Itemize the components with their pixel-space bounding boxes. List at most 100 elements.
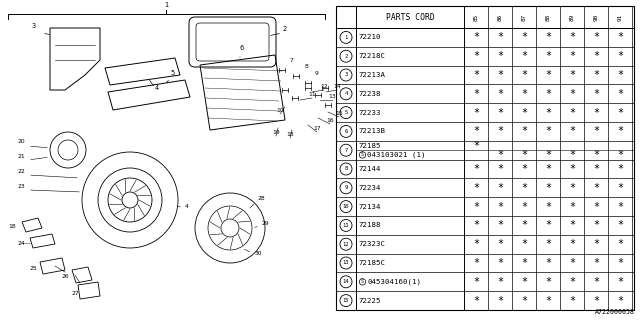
Text: *: * — [473, 164, 479, 174]
Text: 88: 88 — [545, 13, 550, 20]
Text: *: * — [473, 89, 479, 99]
Text: 25: 25 — [30, 266, 38, 271]
Text: 19: 19 — [272, 130, 280, 135]
Text: *: * — [593, 277, 599, 287]
Text: 7: 7 — [344, 148, 348, 153]
Text: *: * — [617, 70, 623, 80]
Text: *: * — [497, 239, 503, 249]
Text: *: * — [569, 51, 575, 61]
Text: 10: 10 — [276, 108, 284, 113]
Text: *: * — [593, 70, 599, 80]
Text: 12: 12 — [343, 242, 349, 247]
Text: *: * — [593, 51, 599, 61]
Text: 72234: 72234 — [359, 185, 381, 191]
Text: 13: 13 — [328, 94, 335, 99]
Text: *: * — [545, 202, 551, 212]
Text: 26: 26 — [62, 274, 70, 279]
Text: 72188: 72188 — [359, 222, 381, 228]
Text: *: * — [521, 164, 527, 174]
Text: *: * — [521, 183, 527, 193]
Text: *: * — [473, 183, 479, 193]
Text: 86: 86 — [497, 13, 502, 20]
Text: 72323C: 72323C — [359, 241, 386, 247]
Text: *: * — [497, 51, 503, 61]
Text: 72185: 72185 — [359, 142, 381, 148]
Text: *: * — [569, 89, 575, 99]
Text: *: * — [569, 296, 575, 306]
Text: *: * — [545, 51, 551, 61]
Text: 20: 20 — [18, 139, 26, 144]
Text: *: * — [569, 70, 575, 80]
Text: 72225: 72225 — [359, 298, 381, 304]
Text: *: * — [497, 108, 503, 117]
Text: *: * — [593, 296, 599, 306]
Text: *: * — [569, 164, 575, 174]
Text: 1: 1 — [164, 2, 168, 8]
Text: *: * — [521, 32, 527, 42]
Text: *: * — [497, 220, 503, 230]
Text: 5: 5 — [170, 70, 174, 76]
Text: 8: 8 — [305, 64, 308, 69]
Text: *: * — [497, 32, 503, 42]
Text: A722000058: A722000058 — [595, 309, 635, 315]
Text: *: * — [593, 183, 599, 193]
Text: *: * — [617, 164, 623, 174]
Text: 85: 85 — [474, 13, 479, 20]
Text: *: * — [545, 277, 551, 287]
Text: *: * — [545, 89, 551, 99]
Text: 3: 3 — [32, 23, 36, 29]
Text: *: * — [617, 296, 623, 306]
Text: *: * — [545, 164, 551, 174]
Text: 28: 28 — [258, 196, 266, 201]
Text: 12: 12 — [320, 84, 328, 89]
Text: 15: 15 — [335, 111, 343, 116]
Text: *: * — [497, 126, 503, 136]
Text: 23: 23 — [18, 184, 26, 189]
Text: *: * — [569, 126, 575, 136]
Text: *: * — [521, 150, 527, 160]
Text: *: * — [617, 220, 623, 230]
Text: *: * — [569, 202, 575, 212]
Text: 6: 6 — [240, 45, 244, 51]
Text: 21: 21 — [18, 154, 26, 159]
Text: *: * — [617, 126, 623, 136]
Text: 72218C: 72218C — [359, 53, 386, 59]
Text: 2: 2 — [344, 54, 348, 59]
Text: *: * — [545, 183, 551, 193]
Text: 27: 27 — [72, 291, 80, 296]
Text: 72213B: 72213B — [359, 128, 386, 134]
Text: 9: 9 — [315, 71, 319, 76]
Text: *: * — [593, 202, 599, 212]
Text: 11: 11 — [343, 223, 349, 228]
Text: *: * — [569, 220, 575, 230]
Text: *: * — [617, 202, 623, 212]
Text: 72210: 72210 — [359, 34, 381, 40]
Text: 72213A: 72213A — [359, 72, 386, 78]
Text: 30: 30 — [255, 251, 262, 256]
Text: 9: 9 — [344, 185, 348, 190]
Text: 6: 6 — [344, 129, 348, 134]
Text: *: * — [497, 258, 503, 268]
Text: *: * — [545, 258, 551, 268]
Text: *: * — [473, 296, 479, 306]
Text: 3: 3 — [344, 73, 348, 77]
Text: 4: 4 — [155, 85, 159, 91]
Text: *: * — [593, 258, 599, 268]
Text: *: * — [473, 239, 479, 249]
Text: *: * — [473, 220, 479, 230]
Text: S: S — [361, 279, 364, 284]
Text: 18: 18 — [8, 224, 15, 229]
Text: *: * — [521, 70, 527, 80]
Text: 10: 10 — [343, 204, 349, 209]
Text: *: * — [545, 70, 551, 80]
Text: *: * — [545, 108, 551, 117]
Text: *: * — [545, 296, 551, 306]
Text: 14: 14 — [343, 279, 349, 284]
Text: *: * — [473, 202, 479, 212]
Text: 4: 4 — [344, 91, 348, 96]
Text: *: * — [521, 202, 527, 212]
Text: *: * — [593, 32, 599, 42]
Text: 13: 13 — [343, 260, 349, 266]
Text: *: * — [569, 32, 575, 42]
Text: *: * — [617, 277, 623, 287]
